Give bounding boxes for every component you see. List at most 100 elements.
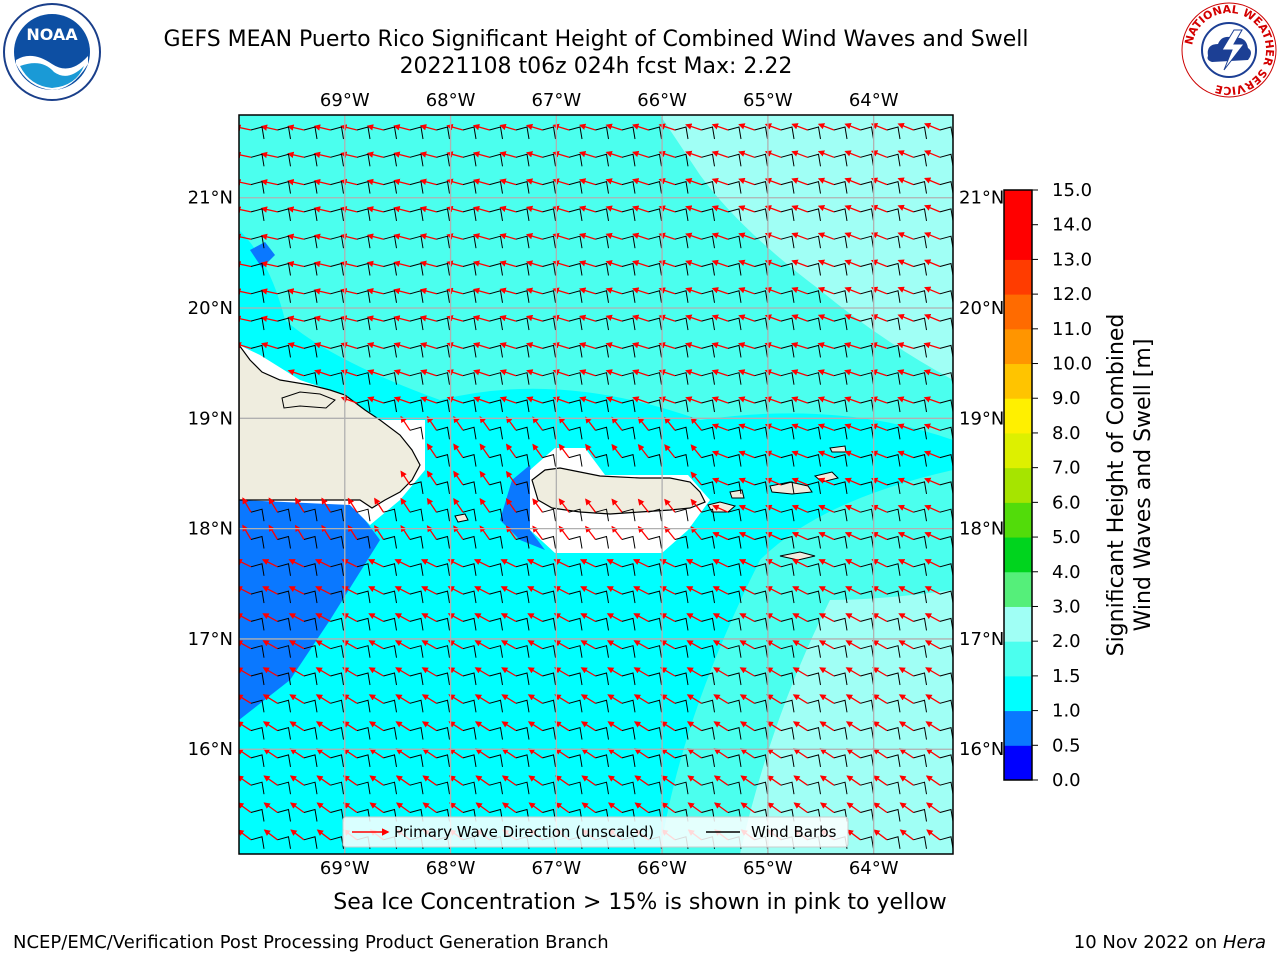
- wave-arrow: [239, 179, 252, 186]
- wind-barb: [807, 453, 821, 467]
- wave-arrow: [419, 342, 437, 350]
- wave-arrow: [342, 667, 358, 677]
- wind-barb: [303, 262, 318, 276]
- wind-barb: [807, 617, 821, 631]
- wave-arrow: [499, 123, 517, 131]
- colorbar-segment: [1004, 606, 1032, 642]
- wave-arrow: [791, 232, 808, 240]
- wind-barb: [303, 153, 318, 167]
- wave-arrow: [740, 775, 755, 786]
- wind-barb: [436, 699, 450, 713]
- wind-barb: [754, 290, 768, 303]
- wind-barb: [568, 726, 583, 740]
- wave-band-0p5-1p0-spot: [250, 242, 275, 268]
- wind-barb: [595, 426, 609, 440]
- wave-arrow: [607, 748, 623, 759]
- wave-arrow: [395, 775, 411, 786]
- wave-arrow: [525, 178, 543, 186]
- wind-barb: [250, 781, 265, 795]
- map-tick-labels: 69°W 69°W 68°W 68°W 67°W 67°W 66°W 66°W 65°W 65°W…: [188, 90, 1005, 879]
- wave-arrow: [685, 178, 702, 186]
- wave-arrow: [633, 667, 649, 677]
- wave-arrow: [262, 586, 278, 595]
- wind-barb: [356, 617, 371, 631]
- wind-barb: [648, 453, 662, 467]
- wave-arrow: [711, 287, 729, 295]
- land-hispaniola: [239, 343, 421, 509]
- wave-arrow: [313, 315, 331, 322]
- wind-barb: [780, 754, 795, 767]
- wind-barb: [330, 508, 344, 522]
- wave-arrow: [792, 613, 808, 622]
- wave-arrow: [713, 748, 729, 759]
- wave-arrow: [239, 206, 252, 213]
- wind-barb: [754, 426, 768, 440]
- wind-barb: [674, 153, 689, 167]
- wave-arrow: [239, 315, 252, 322]
- wind-barb: [727, 399, 742, 413]
- wind-barb: [595, 590, 609, 604]
- wind-barb: [515, 180, 530, 194]
- wave-arrow: [419, 287, 437, 295]
- wind-barb: [674, 645, 689, 658]
- wave-arrow: [499, 287, 517, 295]
- wind-barb: [674, 754, 689, 767]
- wave-arrow: [870, 232, 888, 240]
- wind-barb: [383, 153, 397, 167]
- wave-arrow: [395, 748, 411, 759]
- wave-arrow: [897, 204, 914, 213]
- colorbar-segment: [1004, 641, 1032, 677]
- wave-arrow: [685, 123, 702, 131]
- wave-arrow: [393, 342, 411, 350]
- wind-barb: [409, 235, 424, 249]
- wind-barb: [754, 726, 768, 740]
- wind-barb: [648, 317, 662, 331]
- wind-barb: [648, 426, 662, 440]
- wave-arrow: [633, 694, 649, 704]
- wind-barb: [833, 153, 848, 167]
- wind-barb: [913, 617, 927, 631]
- wind-barb: [595, 153, 609, 167]
- lon-tick-label: 66°W: [637, 90, 687, 111]
- wind-barb: [330, 262, 344, 276]
- wind-barb: [727, 535, 742, 549]
- wave-arrow: [340, 178, 358, 186]
- wave-arrow: [479, 416, 491, 431]
- colorbar-tick-label: 7.0: [1052, 458, 1081, 479]
- wave-arrow: [558, 416, 570, 431]
- wind-barb: [674, 235, 689, 249]
- wave-arrow: [924, 559, 941, 568]
- colorbar-tick-label: 14.0: [1052, 215, 1092, 236]
- wind-barb: [409, 645, 424, 658]
- wave-arrow: [870, 396, 888, 404]
- wind-barb: [754, 535, 768, 549]
- wave-arrow: [686, 721, 702, 732]
- wind-barb: [595, 344, 609, 358]
- colorbar-tick-label: 5.0: [1052, 527, 1081, 548]
- wind-barb: [754, 645, 768, 658]
- wind-barb: [913, 508, 927, 522]
- wind-barb: [356, 262, 371, 276]
- wind-barb: [807, 590, 821, 604]
- wind-barb: [542, 535, 556, 549]
- colorbar-tick-label: 0.5: [1052, 735, 1081, 756]
- wind-barb: [542, 672, 556, 686]
- wave-arrow: [554, 802, 570, 814]
- wind-barb: [568, 590, 583, 604]
- wave-arrow: [472, 178, 490, 186]
- wind-barb: [886, 590, 901, 604]
- wind-barb: [462, 781, 477, 795]
- wave-arrow: [448, 721, 464, 732]
- land-samana: [281, 391, 336, 409]
- wave-arrow: [369, 748, 384, 759]
- wind-barb: [383, 754, 397, 767]
- wind-barb: [489, 235, 503, 249]
- wave-arrow: [289, 775, 305, 786]
- wind-barb: [383, 290, 397, 303]
- wind-barb: [648, 262, 662, 276]
- wind-barb: [568, 290, 583, 303]
- wave-arrow: [765, 477, 782, 486]
- footer-date: 10 Nov 2022 on Hera: [1074, 932, 1266, 953]
- wave-arrow: [633, 586, 649, 595]
- wave-arrow: [395, 721, 411, 732]
